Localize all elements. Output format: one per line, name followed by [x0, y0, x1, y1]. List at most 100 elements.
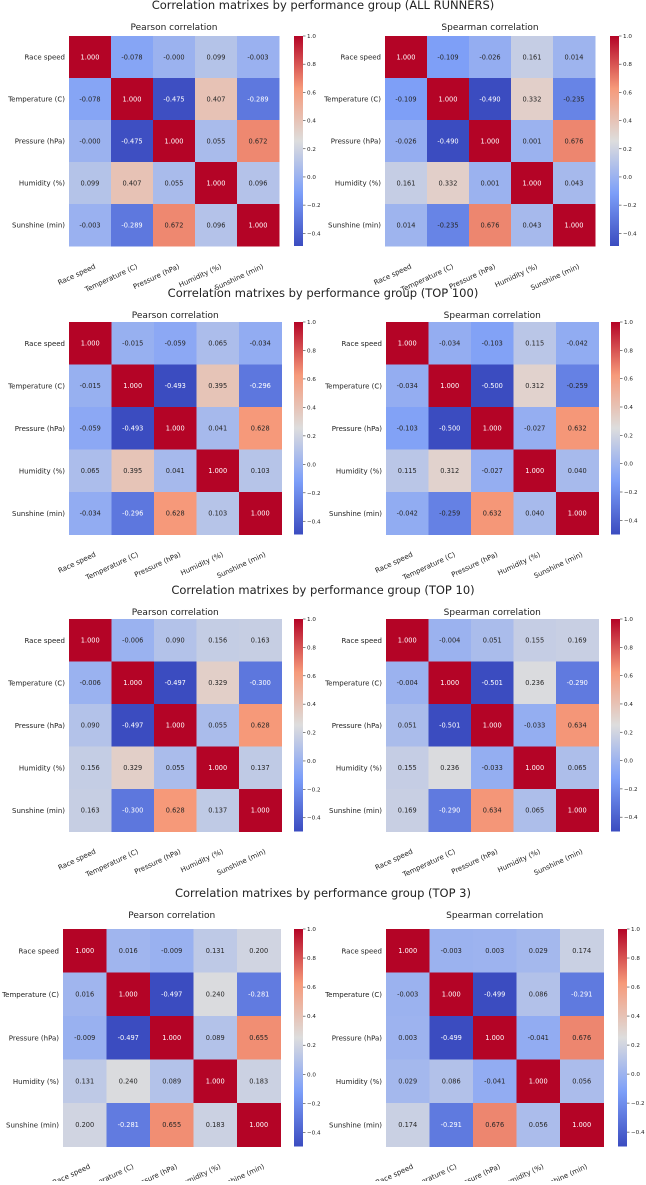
- heatmap-cell: [471, 322, 514, 365]
- cell-value: 1.000: [442, 991, 461, 999]
- column-label: Pressure (hPa): [453, 1162, 502, 1181]
- cell-value: 1.000: [523, 179, 542, 187]
- column-label: Humidity (%): [500, 1162, 545, 1181]
- heatmap-cell: [386, 972, 430, 1017]
- heatmap-cell: [469, 78, 512, 121]
- colorbar-tick-label: 0.0: [307, 175, 316, 181]
- colorbar-tick-label: 0.2: [307, 434, 316, 440]
- colorbar-tick-label: 0.8: [307, 645, 316, 651]
- heatmap-cell: [560, 929, 604, 973]
- cell-value: -0.003: [247, 53, 268, 61]
- heatmap-cell: [386, 661, 429, 705]
- colorbar-tick-label: 0.2: [307, 147, 316, 153]
- cell-value: -0.300: [122, 807, 143, 815]
- row-label: Temperature (C): [7, 382, 65, 390]
- cell-value: 0.628: [251, 425, 270, 433]
- cell-value: 1.000: [568, 807, 587, 815]
- figure-title: Correlation matrixes by performance grou…: [152, 0, 495, 12]
- heatmap-cell: [69, 449, 112, 493]
- heatmap-cell: [69, 78, 112, 121]
- cell-value: 1.000: [249, 221, 268, 229]
- cell-value: 0.156: [81, 764, 100, 772]
- colorbar-tick-label: 0.8: [307, 348, 316, 354]
- cell-value: 0.634: [568, 722, 587, 730]
- row-label: Pressure (hPa): [15, 425, 65, 433]
- cell-value: 0.676: [481, 221, 500, 229]
- heatmap-cell: [193, 1016, 238, 1060]
- heatmap-cell: [553, 204, 596, 247]
- colorbar-tick-label: 0.0: [307, 462, 316, 468]
- cell-value: 0.240: [206, 991, 225, 999]
- heatmap-panel-pearson: Pearson correlation 1.000 0.016 -0.009 0.131…: [1, 911, 321, 1185]
- colorbar-tick-label: −0.2: [624, 787, 638, 793]
- heatmap-cell: [556, 789, 599, 832]
- heatmap-cell: [69, 789, 112, 832]
- cell-value: 0.628: [166, 510, 185, 518]
- cell-value: 0.043: [523, 221, 542, 229]
- cell-value: 1.000: [166, 425, 185, 433]
- cell-value: -0.009: [74, 1034, 95, 1042]
- colorbar: [610, 36, 619, 246]
- colorbar-tick-label: 0.6: [307, 985, 316, 991]
- colorbar-tick-label: −0.4: [624, 815, 638, 821]
- colorbar-tick-label: 1.0: [624, 617, 633, 623]
- colorbar-tick-label: 1.0: [307, 320, 316, 326]
- heatmap-cell: [385, 204, 428, 247]
- cell-value: 0.169: [568, 637, 587, 645]
- heatmap-cell: [556, 364, 599, 408]
- heatmap-cell: [511, 120, 554, 163]
- cell-value: 0.055: [166, 764, 185, 772]
- heatmap-cell: [154, 364, 197, 408]
- heatmap-cell: [193, 1059, 238, 1104]
- cell-value: -0.034: [397, 382, 418, 390]
- heatmap-cell: [154, 704, 197, 747]
- figure-title: Correlation matrixes by performance grou…: [175, 886, 471, 900]
- heatmap-cell: [154, 661, 197, 705]
- heatmap-cell: [471, 619, 514, 662]
- cell-value: -0.499: [441, 1034, 462, 1042]
- panel-title: Spearman correlation: [444, 608, 541, 618]
- colorbar-tick-label: 0.4: [307, 702, 316, 708]
- heatmap-cell: [195, 162, 238, 205]
- cell-value: 0.115: [398, 467, 417, 475]
- heatmap-cell: [513, 449, 557, 493]
- heatmap-cell: [471, 492, 514, 535]
- cell-value: -0.103: [482, 340, 503, 348]
- row-label: Sunshine (min): [329, 807, 382, 815]
- cell-value: 1.000: [439, 95, 458, 103]
- row-label: Temperature (C): [7, 679, 65, 687]
- row-label: Humidity (%): [19, 180, 65, 188]
- row-label: Temperature (C): [324, 991, 382, 999]
- heatmap-cell: [153, 204, 196, 247]
- row-label: Sunshine (min): [329, 1121, 382, 1129]
- heatmap-cell: [469, 162, 512, 205]
- heatmap-cell: [111, 619, 155, 662]
- row-label: Sunshine (min): [6, 1121, 59, 1129]
- heatmap-cell: [69, 322, 112, 365]
- cell-value: -0.289: [121, 221, 142, 229]
- row-label: Humidity (%): [336, 1078, 382, 1086]
- cell-value: -0.027: [524, 425, 545, 433]
- heatmap-cell: [196, 619, 240, 662]
- heatmap-cell: [386, 407, 429, 450]
- colorbar-tick-label: 0.4: [307, 405, 316, 411]
- cell-value: -0.259: [567, 382, 588, 390]
- cell-value: 1.000: [81, 340, 100, 348]
- cell-value: 1.000: [206, 1078, 225, 1086]
- heatmap-cell: [471, 661, 514, 705]
- colorbar-tick-label: 0.4: [623, 119, 632, 125]
- heatmap-cell: [513, 619, 557, 662]
- heatmap-cell: [195, 120, 238, 163]
- cell-value: -0.497: [118, 1034, 139, 1042]
- heatmap-cell: [428, 492, 472, 535]
- cell-value: 1.000: [123, 382, 142, 390]
- colorbar-tick-label: 0.2: [631, 1043, 640, 1049]
- cell-value: 0.332: [523, 95, 542, 103]
- heatmap-cell: [428, 322, 472, 365]
- heatmap-cell: [111, 704, 155, 747]
- heatmap-cell: [111, 322, 155, 365]
- cell-value: 1.000: [249, 1121, 268, 1129]
- cell-value: 0.041: [208, 425, 227, 433]
- row-label: Race speed: [340, 54, 381, 62]
- colorbar-tick-label: −0.2: [307, 491, 321, 497]
